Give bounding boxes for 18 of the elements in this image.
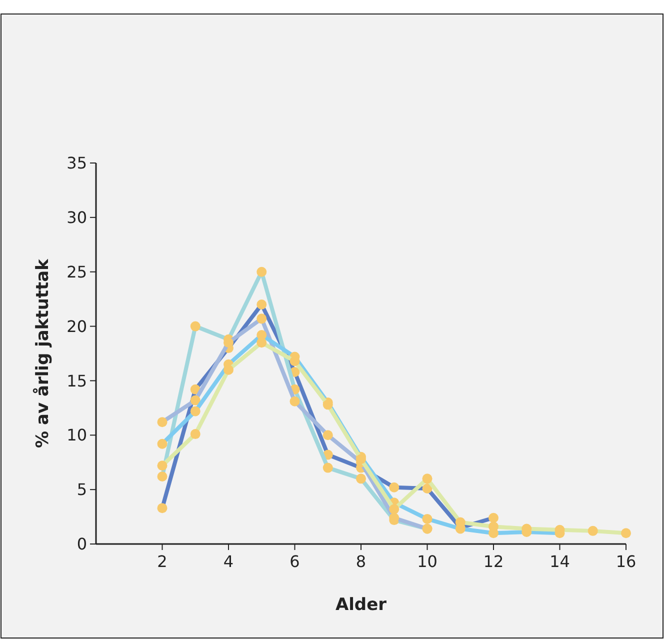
y-tick-label: 15 bbox=[66, 371, 87, 390]
x-tick-label: 6 bbox=[290, 552, 300, 571]
y-tick-label: 5 bbox=[76, 480, 87, 500]
y-tick-label: 10 bbox=[66, 426, 87, 445]
y-tick-label: 0 bbox=[76, 534, 87, 554]
x-tick-label: 2 bbox=[157, 552, 168, 571]
x-tick-label: 16 bbox=[616, 552, 636, 571]
y-tick-label: 25 bbox=[66, 262, 87, 282]
x-axis-title: Alder bbox=[335, 595, 388, 615]
x-tick-label: 14 bbox=[550, 552, 570, 571]
x-tick-label: 8 bbox=[356, 552, 366, 571]
y-tick-label: 35 bbox=[66, 154, 87, 173]
y-tick-label: 30 bbox=[66, 208, 87, 228]
y-axis-title: % av årlig jaktuttak bbox=[32, 258, 53, 448]
x-tick-label: 10 bbox=[417, 552, 438, 571]
x-tick-label: 12 bbox=[483, 552, 504, 571]
y-tick-label: 20 bbox=[66, 316, 87, 336]
x-tick-label: 4 bbox=[223, 552, 234, 571]
